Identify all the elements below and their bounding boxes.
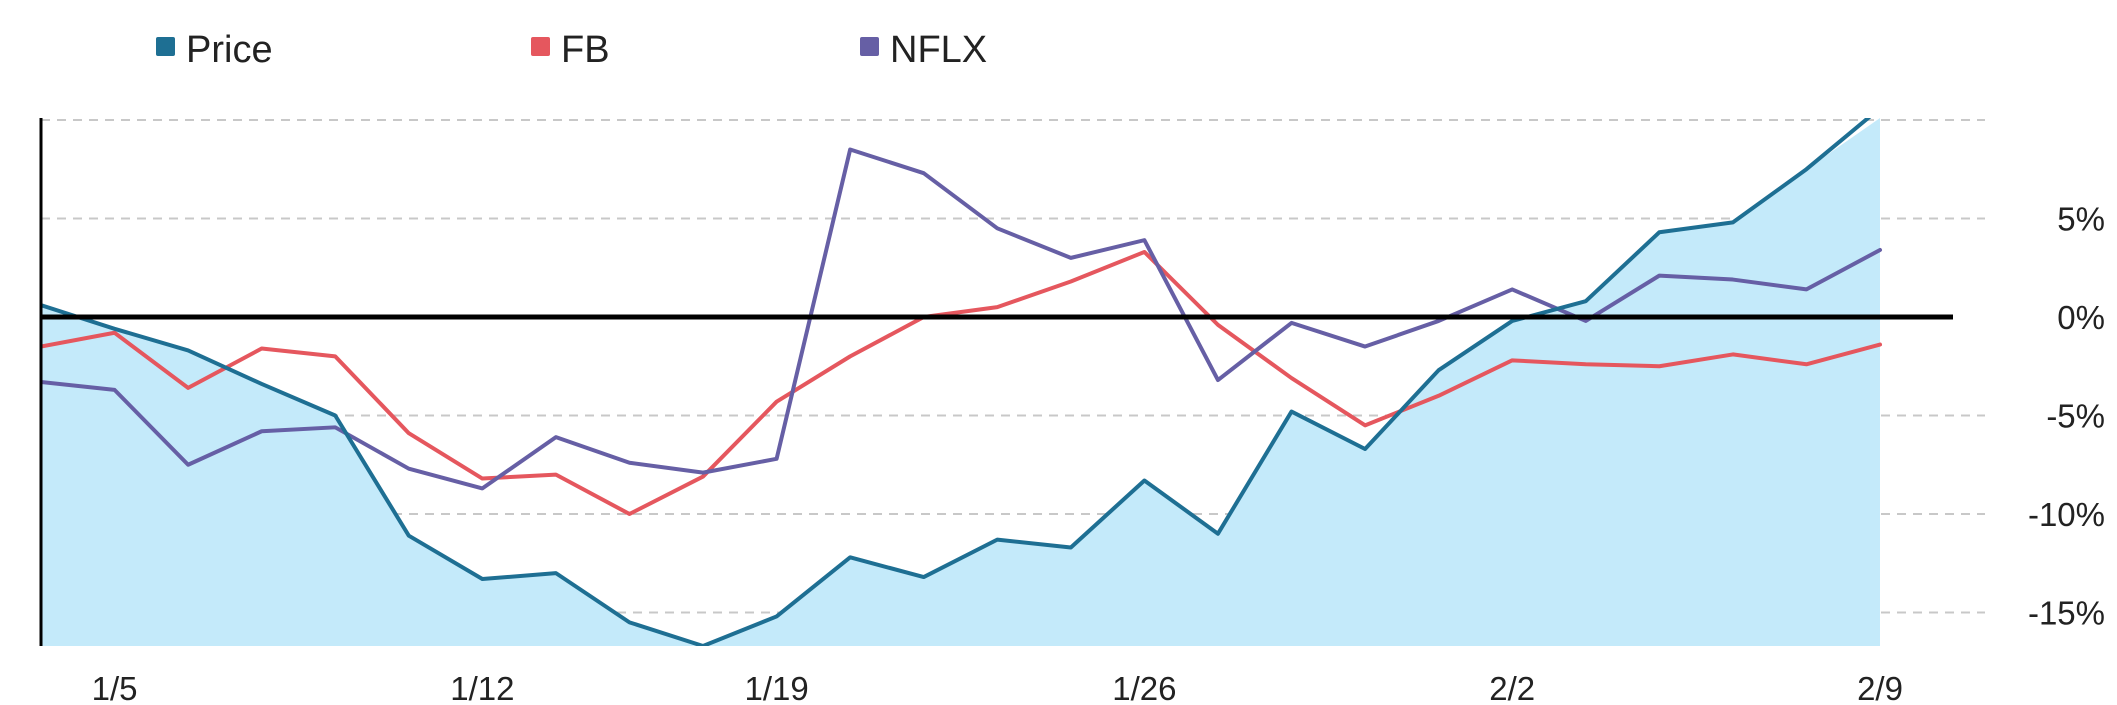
price-area <box>41 118 1880 646</box>
x-tick-label: 2/2 <box>1489 670 1535 705</box>
series-line-fb <box>41 249 1882 516</box>
legend-label-price: Price <box>186 29 273 71</box>
series-line-price <box>41 118 1872 646</box>
legend-swatch-fb <box>531 37 550 56</box>
price-area-fill <box>41 118 1880 646</box>
y-tick-label: -15% <box>2028 595 2105 632</box>
x-tick-label: 1/19 <box>744 670 808 705</box>
legend: Price FB NFLX <box>156 29 987 71</box>
y-tick-label: 5% <box>2057 200 2105 237</box>
axes <box>39 118 1953 646</box>
legend-label-nflx: NFLX <box>890 29 987 71</box>
x-tick-label: 1/26 <box>1112 670 1176 705</box>
x-tick-label: 1/5 <box>92 670 138 705</box>
legend-label-fb: FB <box>561 29 610 71</box>
x-tick-label: 2/9 <box>1857 670 1903 705</box>
y-tick-label: -5% <box>2046 397 2105 434</box>
y-tick-label: 0% <box>2057 299 2105 336</box>
legend-swatch-nflx <box>860 37 879 56</box>
y-axis-ticks: 5% 0% -5% -10% -15% <box>2028 200 2105 631</box>
x-axis-ticks: 1/5 1/12 1/19 1/26 2/2 2/9 <box>92 670 1903 705</box>
y-tick-label: -10% <box>2028 496 2105 533</box>
x-tick-label: 1/12 <box>450 670 514 705</box>
legend-swatch-price <box>156 37 175 56</box>
